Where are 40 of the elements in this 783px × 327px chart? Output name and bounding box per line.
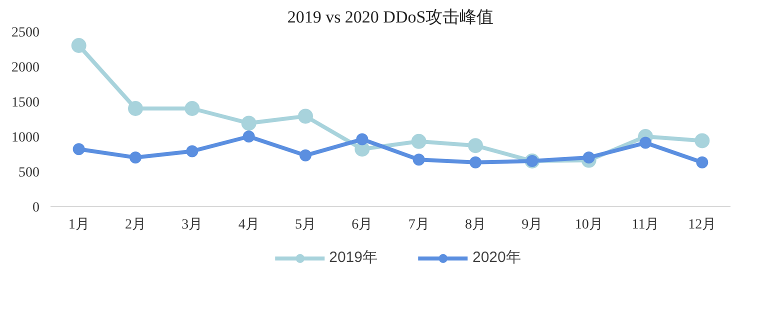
point	[242, 130, 255, 142]
y-tick-label: 2500	[12, 26, 40, 40]
x-tick-label: 10月	[574, 218, 603, 232]
point	[696, 156, 708, 168]
point	[298, 108, 313, 124]
point	[130, 152, 142, 164]
point	[128, 101, 143, 116]
x-tick-label: 11月	[632, 218, 660, 232]
chart-title: 2019 vs 2020 DDoS攻击峰值	[287, 8, 494, 26]
point	[412, 154, 425, 166]
point	[470, 156, 482, 168]
point	[694, 133, 710, 148]
y-tick-label: 1000	[12, 130, 40, 146]
point	[72, 143, 85, 156]
x-tick-label: 7月	[408, 218, 430, 232]
point	[411, 134, 426, 149]
point	[356, 133, 368, 146]
x-tick-label: 9月	[522, 218, 543, 232]
x-tick-label: 2月	[125, 218, 146, 232]
y-tick-label: 1500	[12, 96, 40, 110]
point	[186, 145, 198, 158]
point	[300, 149, 312, 162]
x-tick-label: 5月	[295, 218, 316, 232]
x-tick-label: 12月	[688, 218, 716, 232]
point	[71, 38, 86, 53]
x-tick-label: 4月	[238, 218, 260, 232]
point	[468, 138, 483, 154]
point	[184, 101, 200, 116]
legend-label: 2019年	[329, 248, 378, 267]
x-tick-label: 3月	[182, 218, 203, 232]
y-tick-label: 2000	[12, 60, 40, 76]
legend-label: 2020年	[472, 248, 521, 267]
y-tick-label: 500	[18, 166, 40, 180]
x-tick-label: 1月	[68, 218, 90, 232]
point	[582, 152, 595, 164]
point	[640, 136, 652, 149]
x-tick-label: 8月	[465, 218, 486, 232]
point	[241, 116, 256, 131]
x-tick-label: 6月	[352, 218, 373, 232]
y-tick-label: 0	[32, 200, 40, 216]
